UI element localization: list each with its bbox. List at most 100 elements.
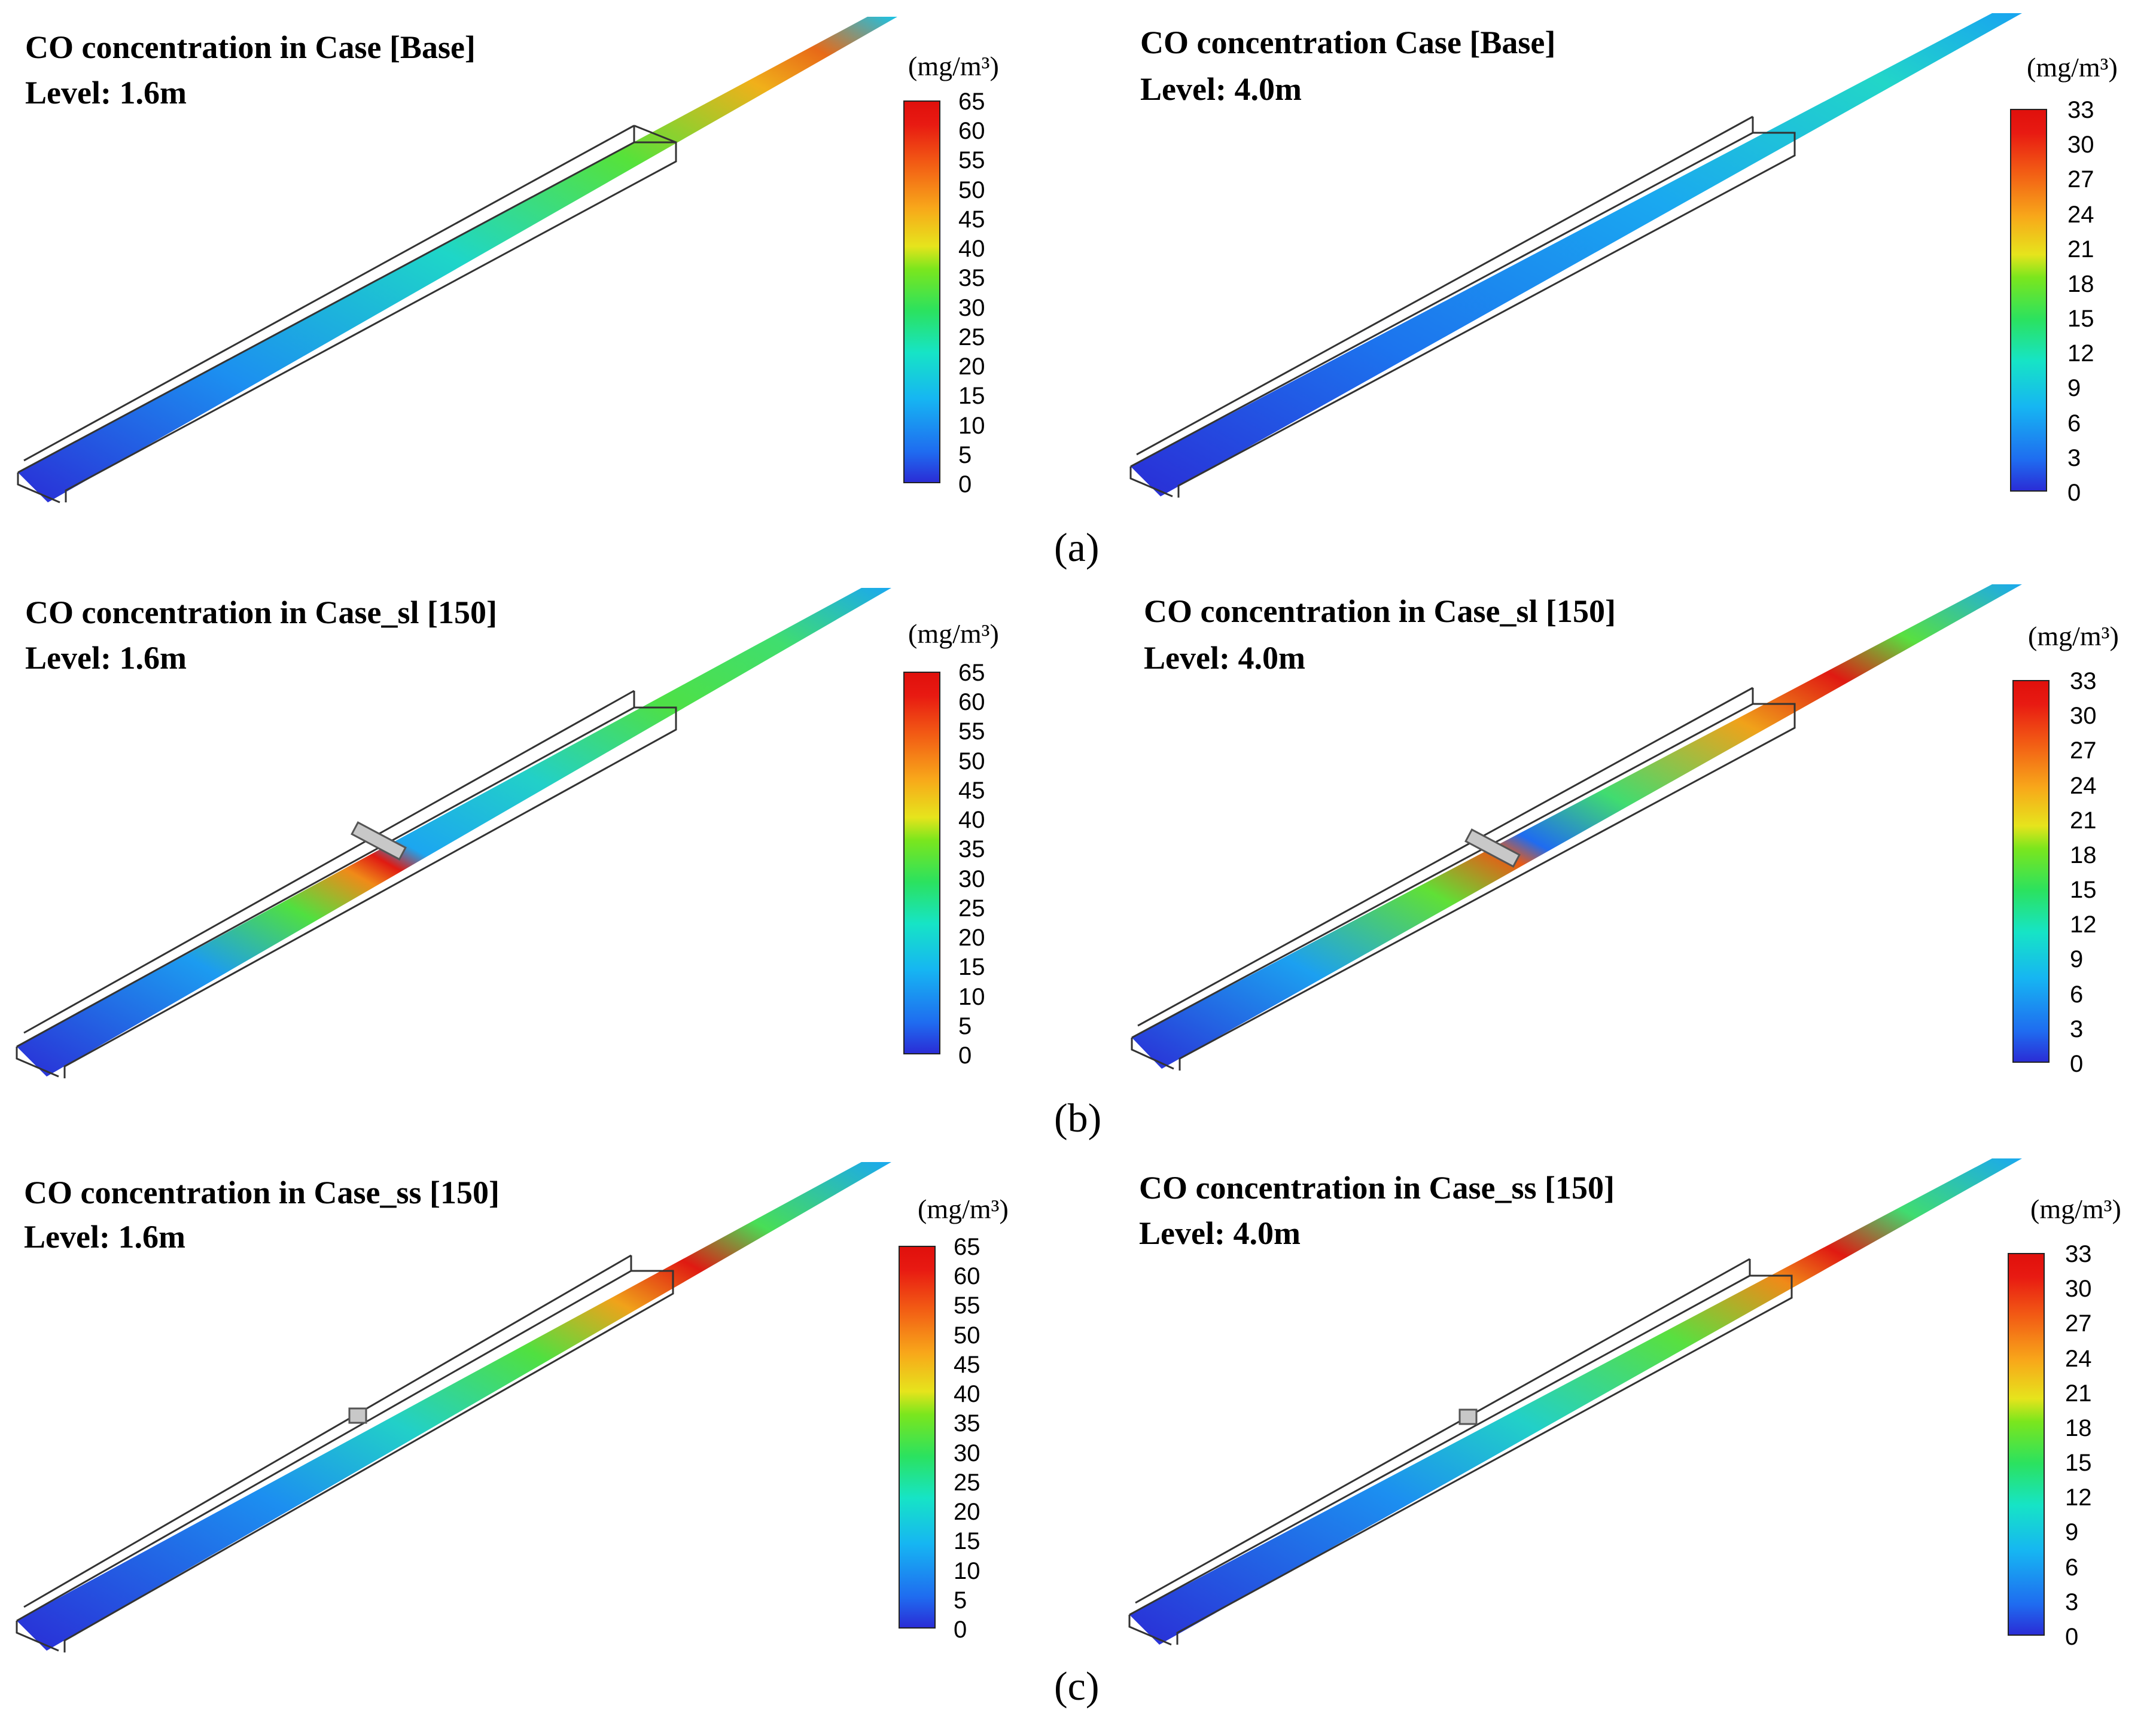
units-label: (mg/m³) [2027,52,2118,83]
colorbar-tick-label: 40 [958,807,985,834]
colorbar-tick-label: 20 [954,1499,980,1526]
colorbar-tick-label: 33 [2065,1241,2092,1267]
colorbar-tick-label: 50 [958,748,985,774]
colorbar-tick-label: 0 [2070,1051,2084,1077]
colorbar-tick-label: 10 [954,1557,980,1584]
colorbar-tick-label: 65 [954,1234,980,1260]
colorbar-tick-label: 30 [2070,703,2097,730]
panel-c-left: CO concentration in Case_ss [150] Level:… [0,1145,1077,1684]
colorbar-tick-label: 0 [958,471,972,498]
colorbar-tick-label: 30 [2065,1276,2092,1303]
colorbar-tick-label: 5 [958,1013,972,1039]
colorbar-tick-label: 5 [958,441,972,468]
colorbar [903,672,940,1054]
colorbar-tick-label: 40 [958,236,985,263]
units-label: (mg/m³) [918,1194,1009,1224]
colorbar-tick-label: 50 [954,1322,980,1349]
colorbar-tick-label: 60 [958,118,985,145]
colorbar-tick-label: 6 [2070,981,2084,1008]
colorbar-tick-label: 27 [2065,1310,2092,1337]
colorbar-tick-label: 27 [2067,166,2094,193]
colorbar-tick-label: 10 [958,983,985,1010]
units-label: (mg/m³) [2030,1194,2121,1224]
colorbar-tick-label: 33 [2070,668,2097,694]
colorbar-tick-label: 24 [2070,772,2097,799]
colorbar-tick-label: 30 [954,1440,980,1466]
level-label: Level: 4.0m [1140,71,1302,107]
colorbar-tick-label: 55 [958,718,985,745]
colorbar-tick-label: 15 [2065,1450,2092,1477]
colorbar-tick-label: 15 [954,1528,980,1555]
colorbar-tick-label: 45 [958,777,985,804]
tunnel-contour-b-right [1131,584,2022,1071]
panel-title: CO concentration in Case_ss [150] [24,1175,500,1210]
colorbar [903,100,940,483]
colorbar-tick-label: 21 [2065,1380,2092,1407]
colorbar-tick-label: 45 [958,206,985,233]
colorbar-tick-label: 60 [954,1263,980,1290]
tunnel-contour-c-left [16,1162,891,1652]
colorbar [899,1246,936,1629]
level-label: Level: 4.0m [1139,1215,1301,1251]
colorbar-tick-label: 65 [958,660,985,686]
colorbar-tick-label: 40 [954,1381,980,1408]
colorbar-tick-label: 65 [958,89,985,115]
panel-title: CO concentration in Case_ss [150] [1139,1170,1615,1206]
colorbar-tick-label: 33 [2067,97,2094,123]
panel-a-left: CO concentration in Case [Base] Level: 1… [0,0,1077,538]
colorbar-tick-label: 15 [958,383,985,410]
colorbar-tick-label: 60 [958,689,985,716]
colorbar-tick-label: 35 [954,1410,980,1437]
colorbar-tick-label: 0 [958,1042,972,1069]
colorbar-tick-label: 6 [2067,410,2081,437]
panel-b-right: CO concentration in Case_sl [150] Level:… [1077,571,2154,1109]
colorbar-tick-label: 24 [2065,1345,2092,1372]
panel-b-left: CO concentration in Case_sl [150] Level:… [0,571,1077,1109]
colorbar-tick-label: 21 [2067,236,2094,263]
colorbar-tick-label: 50 [958,176,985,203]
colorbar-tick-label: 30 [958,294,985,321]
colorbar-tick-label: 12 [2070,911,2097,938]
subfigure-label: (b) [1054,1095,1102,1141]
level-label: Level: 4.0m [1144,640,1305,676]
colorbar-tick-label: 21 [2070,807,2097,834]
colorbar-tick-label: 30 [2067,132,2094,158]
colorbar-tick-label: 30 [958,865,985,892]
colorbar [2012,680,2050,1063]
panel-c-right: CO concentration in Case_ss [150] Level:… [1077,1145,2154,1684]
colorbar-tick-label: 15 [2070,877,2097,904]
colorbar-tick-label: 15 [2067,306,2094,333]
panel-a-right: CO concentration Case [Base] Level: 4.0m… [1077,0,2154,538]
colorbar-tick-label: 0 [2065,1624,2079,1650]
units-label: (mg/m³) [2028,621,2119,651]
subfigure-label: (a) [1054,525,1100,570]
colorbar-tick-label: 35 [958,265,985,292]
colorbar-tick-label: 9 [2067,375,2081,402]
colorbar-tick-label: 3 [2067,444,2081,471]
colorbar [2010,109,2047,492]
colorbar-tick-label: 9 [2065,1519,2079,1546]
colorbar-tick-label: 10 [958,412,985,439]
tunnel-contour-b-left [16,588,891,1078]
colorbar-tick-label: 12 [2067,340,2094,367]
colorbar [2008,1253,2045,1636]
units-label: (mg/m³) [908,618,999,649]
colorbar-tick-label: 20 [958,925,985,952]
colorbar-tick-label: 20 [958,353,985,380]
colorbar-tick-label: 45 [954,1351,980,1378]
colorbar-tick-label: 18 [2065,1414,2092,1441]
colorbar-tick-label: 5 [954,1587,967,1614]
level-label: Level: 1.6m [25,640,187,676]
colorbar-tick-label: 6 [2065,1554,2079,1581]
colorbar-tick-label: 9 [2070,946,2084,973]
colorbar-tick-label: 0 [2067,480,2081,506]
level-label: Level: 1.6m [25,75,187,111]
panel-title: CO concentration in Case_sl [150] [1144,593,1616,629]
tunnel-contour-a-right [1129,13,2022,498]
colorbar-tick-label: 3 [2065,1588,2079,1615]
colorbar-tick-label: 27 [2070,737,2097,764]
colorbar-tick-label: 18 [2070,841,2097,868]
colorbar-tick-label: 25 [958,324,985,350]
panel-title: CO concentration Case [Base] [1140,25,1556,60]
panel-title: CO concentration in Case [Base] [25,29,476,65]
